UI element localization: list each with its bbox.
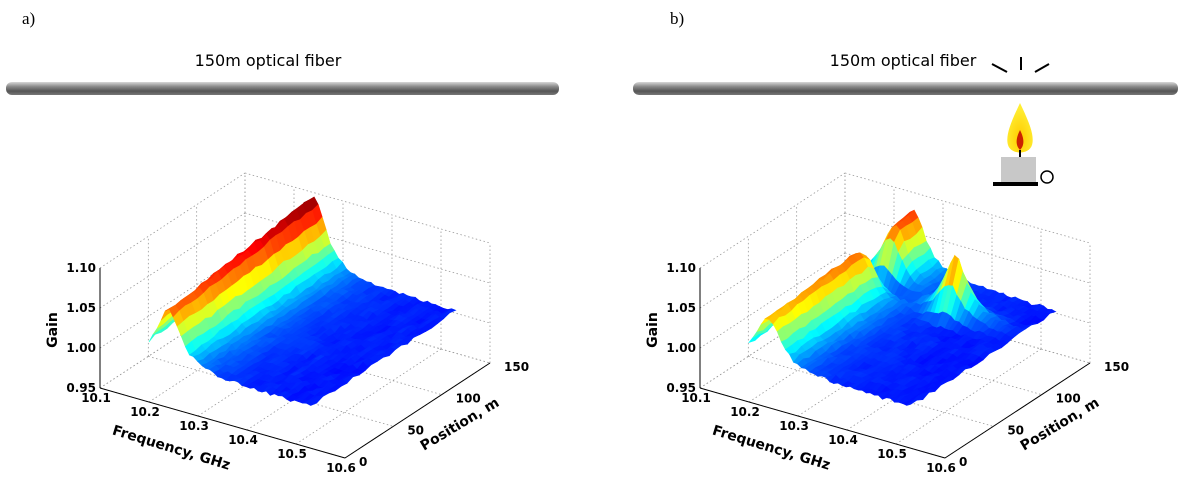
frequency-tick-label: 10.6 <box>326 461 356 475</box>
axis-line <box>944 362 1091 459</box>
frequency-tick-label: 10.2 <box>730 405 760 419</box>
axis-line <box>699 387 946 459</box>
frequency-axis-title: Frequency, GHz <box>710 423 832 474</box>
grid-line <box>196 324 442 396</box>
gain-tick-label: 0.95 <box>66 381 96 395</box>
position-tick-label: 50 <box>407 423 424 437</box>
surface-patch <box>906 399 917 406</box>
position-tick-label: 0 <box>359 455 367 469</box>
fiber-rod <box>633 82 1178 95</box>
grid-line <box>699 172 846 269</box>
position-tick-label: 150 <box>504 360 529 374</box>
frequency-axis-title: Frequency, GHz <box>110 423 232 474</box>
surface-patch <box>148 329 160 343</box>
grid-line <box>748 355 994 427</box>
frequency-tick-label: 10.5 <box>877 447 907 461</box>
panel: b) 150m optical fiber 0.95 1.00 1.05 1.10 10.1… <box>645 9 1129 475</box>
grid-line <box>699 252 846 349</box>
fiber-label: 150m optical fiber <box>195 51 342 70</box>
grid-line <box>148 355 394 427</box>
gain-axis-title: Gain <box>45 312 61 348</box>
surface <box>148 196 457 406</box>
panel-label: b) <box>670 9 684 28</box>
frequency-tick-label: 10.1 <box>81 391 111 405</box>
fiber-label: 150m optical fiber <box>830 51 977 70</box>
grid-line <box>244 212 491 284</box>
panel: a) 150m optical fiber 0.95 1.00 1.05 1.10 10.1… <box>22 9 529 475</box>
grid-line <box>844 212 1091 284</box>
grid-line <box>99 212 246 309</box>
position-tick-label: 100 <box>1056 392 1081 406</box>
position-tick-label: 150 <box>1104 360 1129 374</box>
frequency-tick-label: 10.5 <box>277 447 307 461</box>
grid-line <box>844 172 1091 244</box>
fiber-rod <box>6 82 559 95</box>
frequency-tick-label: 10.6 <box>926 461 956 475</box>
gain-axis-title: Gain <box>645 312 661 348</box>
grid-line <box>796 324 1042 396</box>
grid-line <box>844 292 1091 364</box>
axis-line <box>344 362 491 459</box>
frequency-tick-label: 10.1 <box>681 391 711 405</box>
surface-patch <box>306 399 318 406</box>
position-tick-label: 100 <box>456 392 481 406</box>
grid-line <box>244 172 491 244</box>
gain-tick-label: 0.95 <box>666 381 696 395</box>
gain-tick-label: 1.00 <box>666 341 696 355</box>
gain-tick-label: 1.10 <box>666 261 696 275</box>
frequency-tick-label: 10.3 <box>179 419 209 433</box>
gain-tick-label: 1.05 <box>66 301 96 315</box>
grid-line <box>99 172 246 269</box>
frequency-tick-label: 10.4 <box>828 433 858 447</box>
surface <box>748 209 1057 406</box>
grid-line <box>295 348 442 445</box>
axis-line <box>99 387 346 459</box>
grid-line <box>699 212 846 309</box>
position-tick-label: 0 <box>959 455 967 469</box>
panel-label: a) <box>22 9 35 28</box>
position-tick-label: 50 <box>1007 423 1024 437</box>
frequency-tick-label: 10.3 <box>779 419 809 433</box>
grid-line <box>244 292 491 364</box>
frequency-tick-label: 10.2 <box>130 405 160 419</box>
gain-tick-label: 1.00 <box>66 341 96 355</box>
gain-tick-label: 1.05 <box>666 301 696 315</box>
heat-source <box>991 57 1054 186</box>
gain-tick-label: 1.10 <box>66 261 96 275</box>
frequency-tick-label: 10.4 <box>228 433 258 447</box>
grid-line <box>895 348 1042 445</box>
